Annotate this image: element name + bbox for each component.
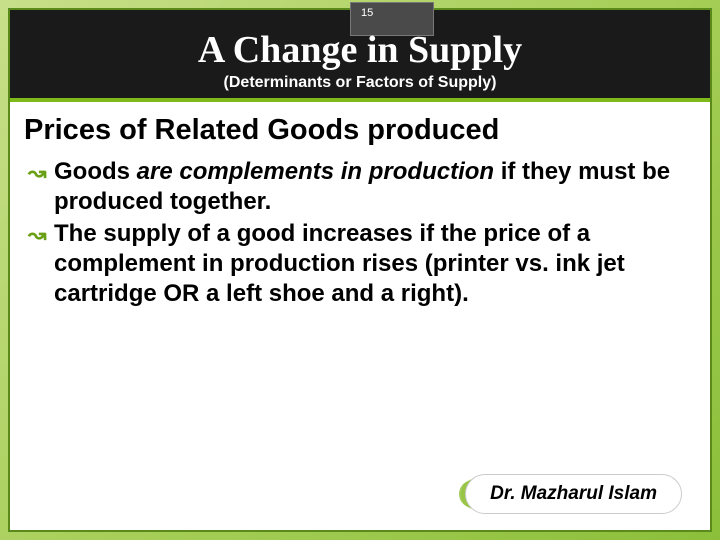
bullet-list: ↝ Goods are complements in production if…: [24, 157, 682, 309]
slide-frame: 15 A Change in Supply (Determinants or F…: [8, 8, 712, 532]
bullet-lead: The: [54, 220, 97, 247]
bullet-icon: ↝: [28, 221, 46, 249]
bullet-tail: supply of a good increases if the price …: [54, 220, 625, 307]
bullet-lead: Goods: [54, 158, 130, 185]
bullet-icon: ↝: [28, 159, 46, 187]
slide-subtitle: (Determinants or Factors of Supply): [10, 72, 710, 98]
slide-title: A Change in Supply: [10, 16, 710, 72]
content-area: Prices of Related Goods produced ↝ Goods…: [10, 102, 710, 309]
author-badge: Dr. Mazharul Islam: [465, 474, 682, 514]
header-band: 15 A Change in Supply (Determinants or F…: [10, 10, 710, 98]
bullet-italic: are complements in production: [130, 158, 494, 185]
section-heading: Prices of Related Goods produced: [24, 114, 682, 147]
bullet-item: ↝ Goods are complements in production if…: [54, 157, 682, 217]
bullet-item: ↝ The supply of a good increases if the …: [54, 219, 682, 309]
author-name: Dr. Mazharul Islam: [490, 483, 657, 504]
